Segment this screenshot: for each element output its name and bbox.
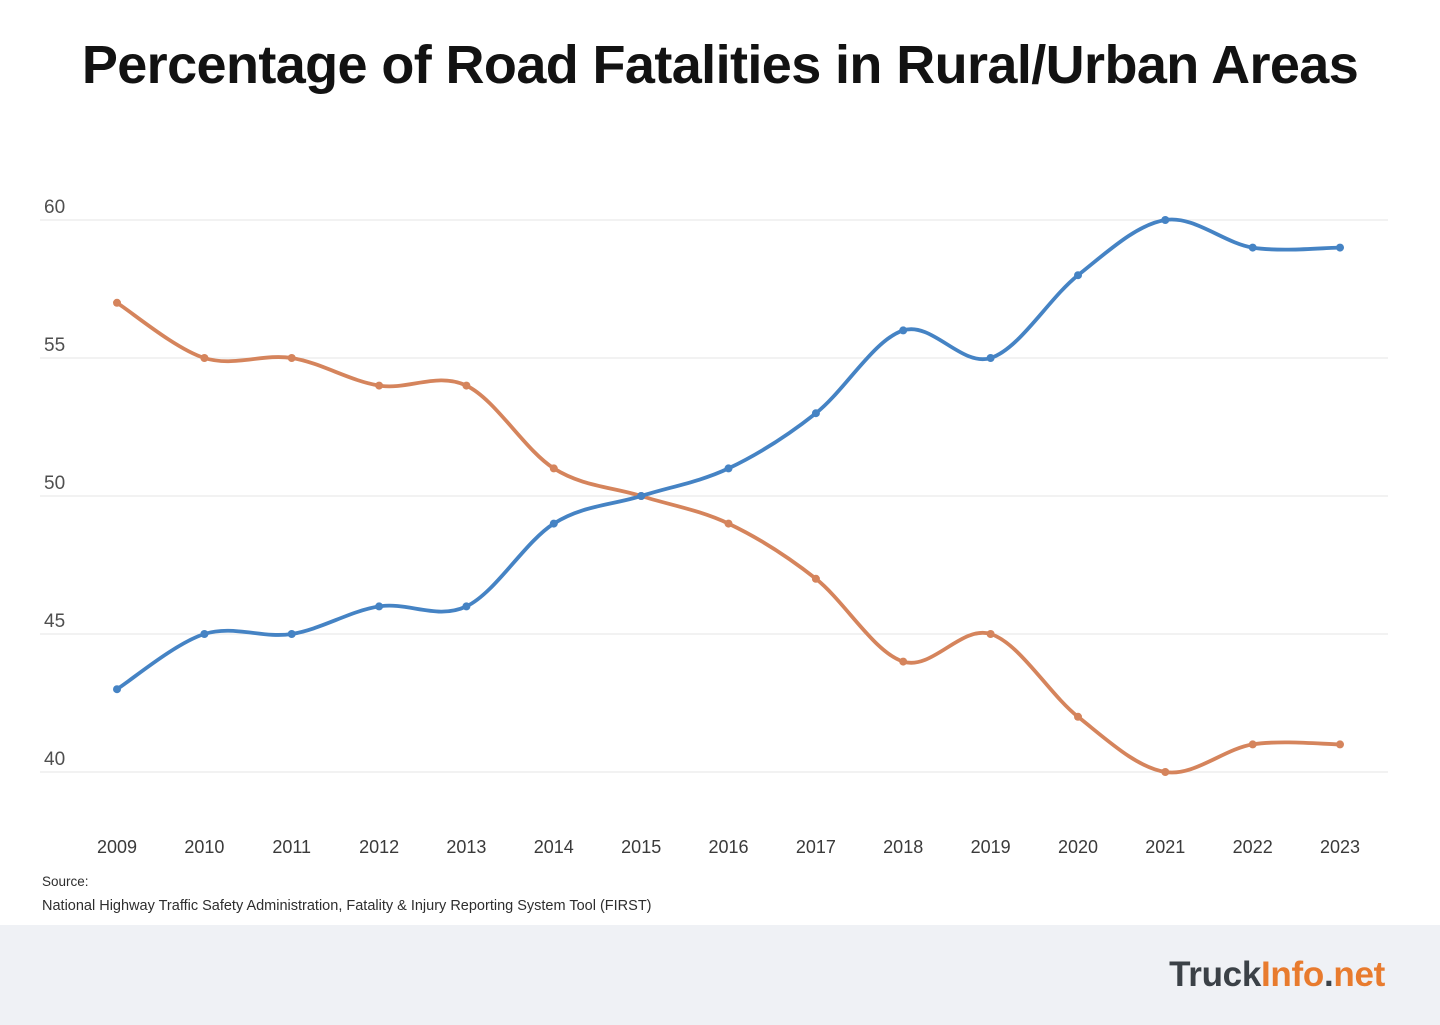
truckinfo-logo[interactable]: TruckInfo.net <box>1169 955 1385 995</box>
logo-segment: Truck <box>1169 955 1261 994</box>
orange-series-point <box>811 574 820 583</box>
blue-series-point <box>549 519 558 528</box>
orange-series-point <box>899 657 908 666</box>
blue-series-point <box>811 409 820 418</box>
x-axis-tick-label: 2021 <box>1145 837 1185 857</box>
y-axis-tick-label: 55 <box>44 335 65 356</box>
orange-series-point <box>375 381 384 390</box>
logo-segment: Info <box>1261 955 1324 994</box>
blue-series-point <box>899 326 908 335</box>
x-axis-tick-label: 2011 <box>272 837 311 857</box>
blue-series-point <box>1336 243 1344 252</box>
blue-series-point <box>113 685 121 694</box>
x-axis-tick-label: 2016 <box>708 837 748 857</box>
blue-series-point <box>724 464 733 473</box>
source-block: Source: National Highway Traffic Safety … <box>42 874 652 914</box>
orange-series-point <box>462 381 471 390</box>
orange-series-point <box>1248 740 1257 749</box>
x-axis-tick-label: 2012 <box>359 837 399 857</box>
orange-series-point <box>724 519 733 528</box>
blue-series-point <box>375 602 384 611</box>
x-axis-tick-label: 2018 <box>883 837 923 857</box>
orange-series-point <box>1336 740 1344 749</box>
blue-series-point <box>462 602 471 611</box>
logo-segment: . <box>1323 955 1334 994</box>
x-axis-tick-label: 2009 <box>97 837 137 857</box>
orange-series-point <box>1161 768 1170 776</box>
blue-series-point <box>287 630 296 638</box>
y-axis-tick-label: 60 <box>44 197 65 218</box>
x-axis-tick-label: 2015 <box>621 837 661 857</box>
blue-series-line <box>115 217 1342 692</box>
orange-series-point <box>549 464 558 473</box>
line-chart: 40 45 50 55 60 2009 2010 2011 2012 2013 2014 2015 20… <box>40 197 1388 857</box>
orange-series-point <box>1074 712 1082 721</box>
orange-series-point <box>113 298 121 307</box>
logo-segment: net <box>1333 955 1385 994</box>
y-axis-tick-label: 45 <box>44 611 65 632</box>
x-axis-tick-label: 2020 <box>1058 837 1098 857</box>
blue-series-point <box>1161 216 1170 224</box>
blue-series-point <box>200 630 209 638</box>
x-axis-tick-label: 2010 <box>184 837 224 857</box>
chart-title: Percentage of Road Fatalities in Rural/U… <box>81 35 1359 95</box>
x-axis-tick-label: 2017 <box>796 837 836 857</box>
y-axis-tick-label: 40 <box>44 749 65 770</box>
blue-series-point <box>637 492 646 500</box>
x-axis-tick-label: 2014 <box>534 837 574 857</box>
source-label: Source: <box>42 874 89 889</box>
x-axis-tick-label: 2019 <box>971 837 1011 857</box>
orange-series-point <box>287 354 296 362</box>
orange-series-point <box>986 630 995 638</box>
orange-series-line <box>115 300 1342 775</box>
blue-series-point <box>986 354 995 362</box>
x-axis-tick-label: 2023 <box>1320 837 1360 857</box>
source-text: National Highway Traffic Safety Administ… <box>42 898 652 914</box>
x-axis-tick-label: 2013 <box>446 837 486 857</box>
x-axis-tick-label: 2022 <box>1233 837 1273 857</box>
blue-series-point <box>1248 243 1257 252</box>
blue-series-point <box>1074 271 1082 280</box>
footer-bar: TruckInfo.net <box>0 925 1440 1025</box>
y-axis-tick-label: 50 <box>44 473 65 494</box>
orange-series-point <box>200 354 209 362</box>
